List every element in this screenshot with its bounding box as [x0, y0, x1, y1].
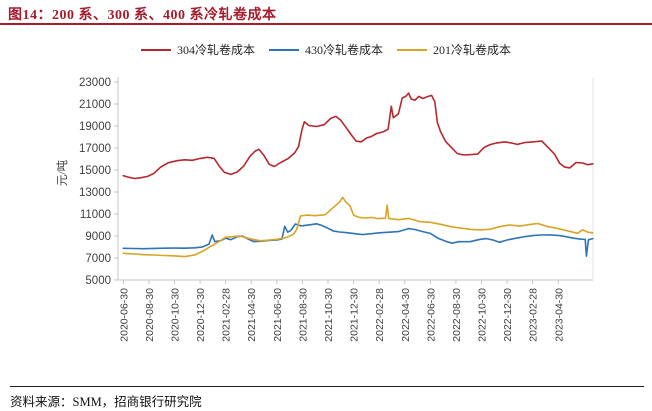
source-note: 资料来源：SMM，招商银行研究院: [10, 395, 202, 409]
x-tick-label: 2020-10-30: [169, 288, 181, 342]
x-tick-label: 2020-08-30: [144, 288, 156, 342]
x-tick-label: 2021-10-30: [323, 288, 335, 342]
y-tick-labels: 5000 7000 9000 11000 13000 15000 17000 19000 210…: [79, 77, 111, 287]
x-tick-label: 2022-12-30: [502, 288, 514, 342]
y-tick-label: 17000: [79, 143, 111, 155]
legend-line-swatch-430: [268, 48, 299, 51]
x-tick-label: 2022-10-30: [477, 288, 489, 342]
y-tick-label: 7000: [85, 253, 111, 265]
series-line-430冷轧卷成本: [122, 223, 594, 258]
x-tick-label: 2021-08-30: [297, 288, 309, 342]
figure-title: 图14：200 系、300 系、400 系冷轧卷成本: [8, 8, 277, 23]
legend-line-swatch-201: [397, 48, 427, 51]
x-tick-label: 2022-06-30: [425, 288, 437, 342]
x-tick-label: 2020-12-30: [195, 288, 207, 342]
legend-label-430: 430冷轧卷成本: [304, 43, 383, 57]
x-tick-labels: 2020-06-30 2020-08-30 2020-10-30 2020-12-30…: [118, 288, 565, 342]
legend-line-swatch-304: [140, 48, 171, 51]
series-line-304冷轧卷成本: [122, 92, 594, 180]
x-tick-label: 2022-08-30: [451, 288, 463, 342]
x-tick-label: 2022-04-30: [400, 288, 412, 342]
title-divider: [0, 23, 652, 25]
x-tick-label: 2021-04-30: [246, 288, 258, 342]
x-tick-label: 2023-04-30: [553, 288, 565, 342]
y-tick-label: 19000: [79, 121, 111, 133]
y-axis-title: 元/吨: [56, 159, 69, 186]
y-tick-label: 21000: [79, 99, 111, 111]
y-tick-label: 9000: [85, 231, 111, 243]
series-line-201冷轧卷成本: [122, 196, 594, 258]
y-tick-label: 5000: [85, 275, 111, 287]
x-tick-label: 2021-12-30: [349, 288, 361, 342]
footer-divider: [10, 386, 644, 387]
x-tick-label: 2022-02-28: [374, 288, 386, 342]
x-tick-label: 2020-06-30: [118, 288, 130, 342]
y-tick-label: 11000: [80, 209, 111, 221]
legend-label-304: 304冷轧卷成本: [176, 43, 255, 57]
chart-legend: 304冷轧卷成本 430冷轧卷成本 201冷轧卷成本: [0, 41, 652, 58]
legend-item-304: 304冷轧卷成本: [140, 41, 255, 58]
x-tick-label: 2021-02-28: [221, 288, 233, 342]
axes: [114, 77, 594, 284]
x-tick-label: 2023-02-28: [528, 288, 540, 342]
y-tick-label: 23000: [79, 77, 111, 89]
legend-item-430: 430冷轧卷成本: [268, 41, 383, 58]
y-tick-label: 13000: [79, 187, 111, 199]
legend-label-201: 201冷轧卷成本: [433, 43, 512, 57]
y-tick-label: 15000: [79, 165, 111, 177]
x-tick-label: 2021-06-30: [272, 288, 284, 342]
legend-item-201: 201冷轧卷成本: [397, 41, 511, 58]
